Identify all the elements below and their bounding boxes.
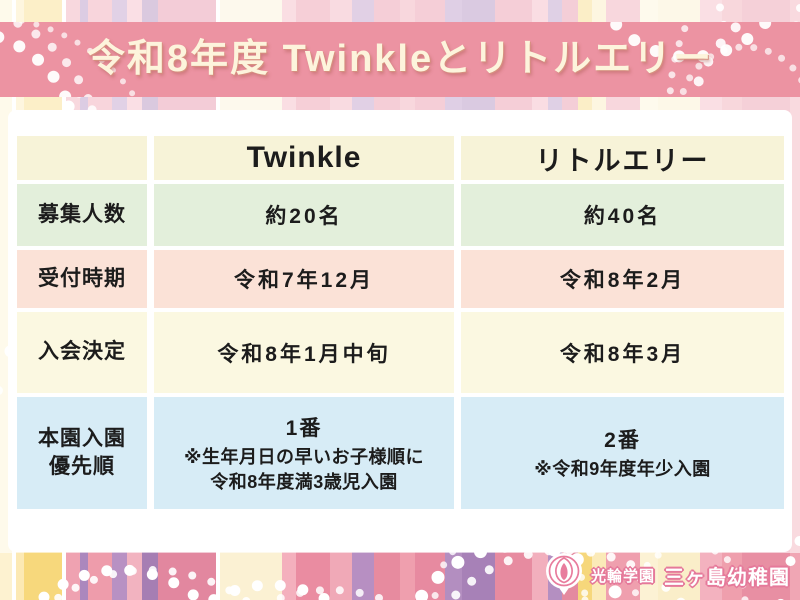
table-row: 入会決定 令和8年1月中旬 令和8年3月 [17,312,784,393]
cell-decision-littleairy: 令和8年3月 [461,312,784,393]
row-label-priority: 本園入園 優先順 [17,397,147,509]
column-header-littleairy: リトルエリー [461,136,784,180]
cell-priority-twinkle: 1番 ※生年月日の早いお子様順に 令和8年度満3歳児入園 [154,397,454,509]
row-label-capacity: 募集人数 [17,184,147,246]
cell-priority-littleairy: 2番 ※令和9年度年少入園 [461,397,784,509]
table-row: 募集人数 約20名 約40名 [17,184,784,246]
row-label-application-period: 受付時期 [17,250,147,308]
cell-period-littleairy: 令和8年2月 [461,250,784,308]
header-cell-empty [17,136,147,180]
cell-capacity-littleairy: 約40名 [461,184,784,246]
row-label-admission-decision: 入会決定 [17,312,147,393]
tulip-emblem-icon [545,553,582,595]
comparison-table: Twinkle リトルエリー 募集人数 約20名 約40名 受付時期 令和7年1… [10,132,791,513]
info-card: Twinkle リトルエリー 募集人数 約20名 約40名 受付時期 令和7年1… [8,110,792,552]
footer-logo: 光輪学園 三ヶ島幼稚園 [544,553,790,595]
table-header-row: Twinkle リトルエリー [17,136,784,180]
table-row: 本園入園 優先順 1番 ※生年月日の早いお子様順に 令和8年度満3歳児入園 2番… [17,397,784,509]
school-name: 三ヶ島幼稚園 [664,566,790,589]
column-header-twinkle: Twinkle [154,136,454,180]
title-banner: 令和8年度 Twinkleとリトルエリー [0,22,800,97]
cell-period-twinkle: 令和7年12月 [154,250,454,308]
table-row: 受付時期 令和7年12月 令和8年2月 [17,250,784,308]
cell-capacity-twinkle: 約20名 [154,184,454,246]
school-group-name: 光輪学園 [590,567,655,585]
page-title: 令和8年度 Twinkleとリトルエリー [86,38,714,80]
cell-decision-twinkle: 令和8年1月中旬 [154,312,454,393]
